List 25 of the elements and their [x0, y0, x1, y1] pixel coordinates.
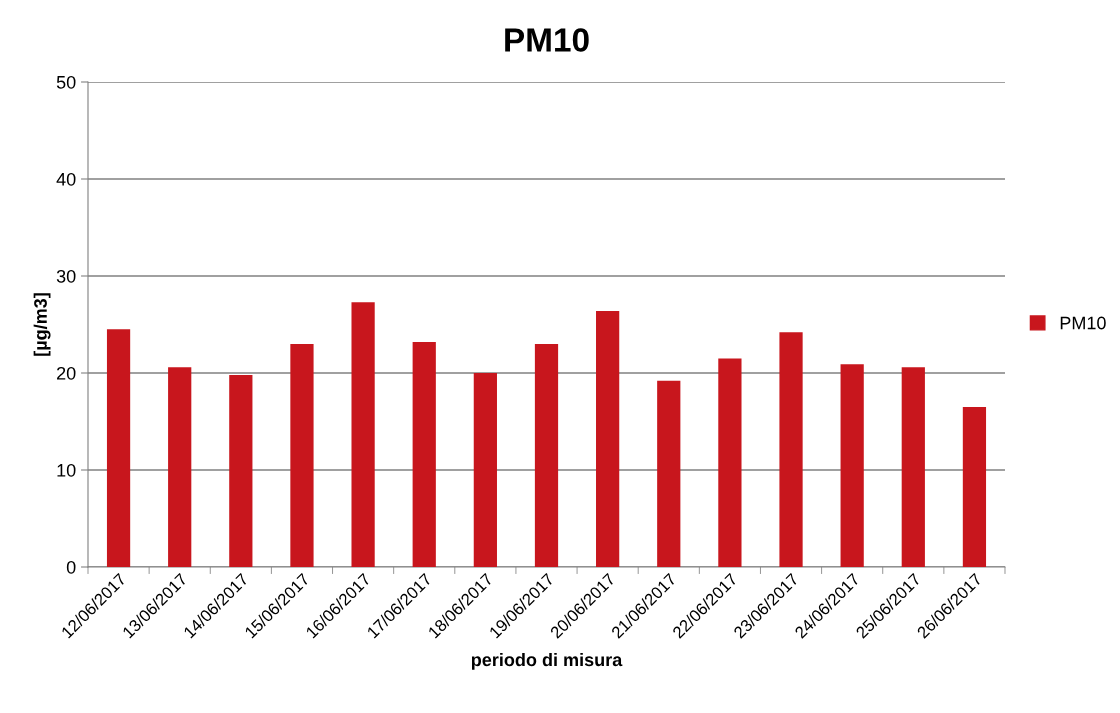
bar [901, 367, 925, 567]
legend-label: PM10 [1060, 316, 1106, 330]
chart-title: PM10 [505, 28, 589, 52]
y-axis-title: [µg/m3] [33, 293, 51, 356]
y-tick-label: 0 [66, 560, 76, 574]
bar [106, 329, 131, 567]
bar [473, 373, 497, 567]
y-tick-label: 10 [57, 463, 76, 477]
bar [779, 332, 803, 567]
bar [657, 380, 681, 567]
bar [168, 367, 192, 567]
bar [290, 343, 314, 567]
bar [412, 341, 436, 567]
y-tick-label: 20 [57, 366, 76, 380]
bar [534, 343, 559, 567]
bar [962, 406, 987, 567]
y-tick-label: 50 [56, 75, 76, 89]
y-tick-label: 30 [56, 269, 76, 283]
bar [718, 358, 742, 567]
x-axis-title: periodo di misura [471, 652, 623, 670]
bar [596, 310, 620, 567]
y-tick-label: 40 [56, 172, 76, 186]
bar [229, 374, 253, 567]
bar [351, 302, 375, 567]
bar [840, 364, 864, 567]
